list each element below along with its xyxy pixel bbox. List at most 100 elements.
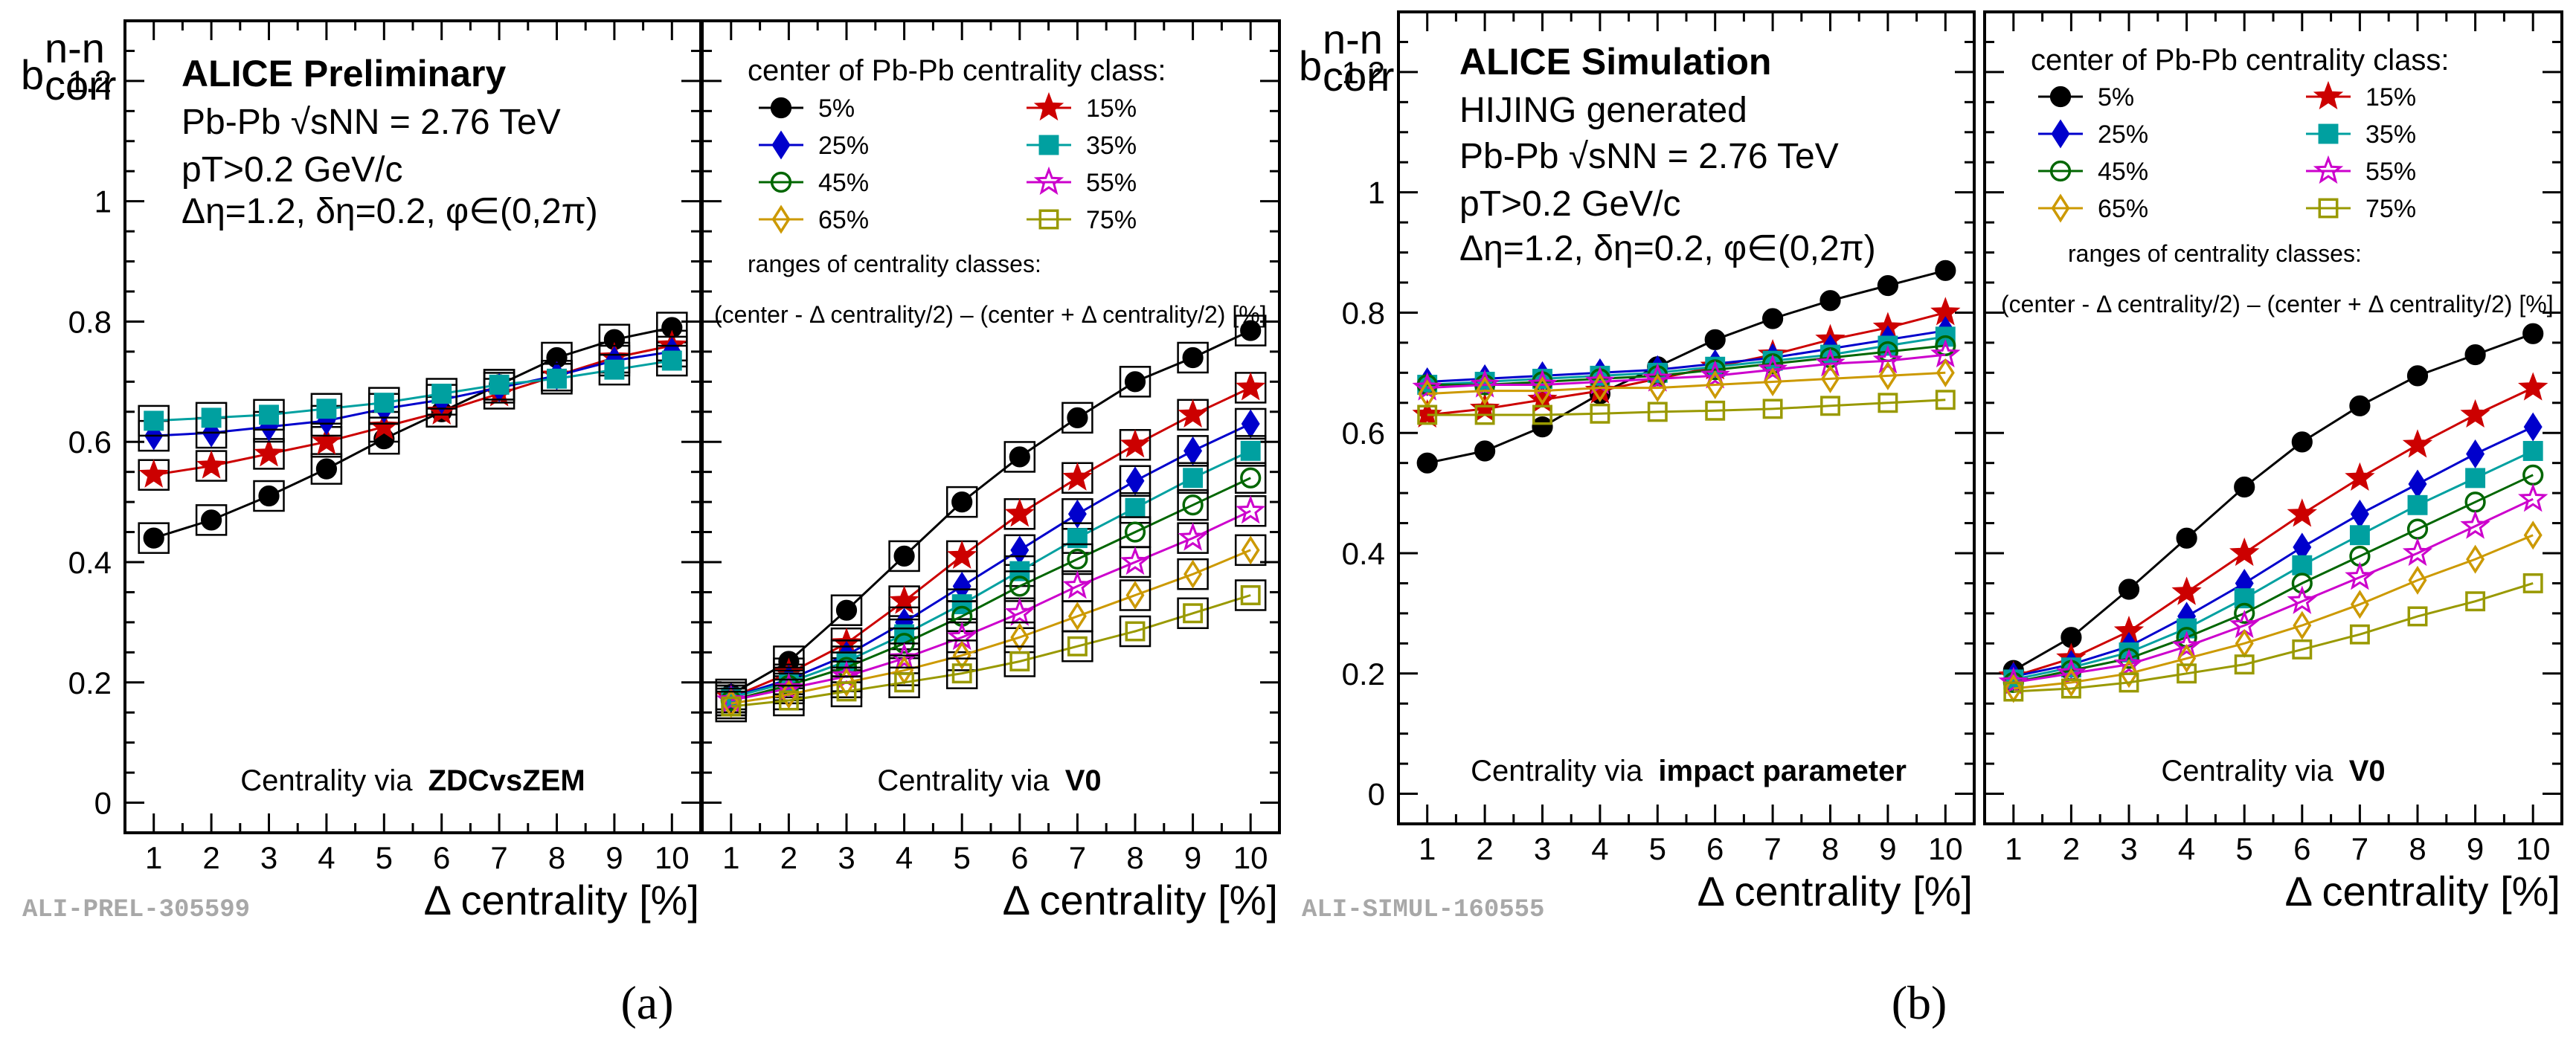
data-point-15pct	[196, 450, 227, 479]
syst-box	[945, 486, 978, 518]
legend-entry-45pct: 45%	[2038, 158, 2148, 186]
alice-tag-b: ALI-SIMUL-160555	[1302, 896, 1544, 924]
data-point-65pct	[1475, 376, 1494, 406]
legend-marker	[2049, 86, 2072, 108]
legend-entry-5pct: 5%	[759, 94, 855, 123]
syst-box	[945, 657, 978, 689]
data-point-15pct	[2460, 399, 2490, 428]
data-point-75pct	[1935, 390, 1956, 410]
data-point-75pct	[2349, 624, 2370, 645]
series-line-55pct	[1427, 353, 1946, 390]
data-point-75pct	[1878, 393, 1898, 413]
legend-label: 15%	[2365, 83, 2416, 112]
data-point-65pct	[1706, 370, 1725, 400]
x-tick-label: 7	[2351, 831, 2368, 866]
y-tick-label: 0.8	[68, 304, 112, 339]
x-tick-label: 7	[1764, 831, 1781, 866]
data-point-5pct	[1532, 416, 1553, 438]
y-tick-label: 1	[1368, 175, 1385, 210]
syst-box	[1177, 597, 1209, 630]
series-line-55pct	[730, 509, 1251, 702]
data-point-5pct	[1416, 452, 1438, 474]
x-tick-label: 10	[655, 840, 690, 875]
ranges-note-b-1: ranges of centrality classes:	[2068, 240, 2362, 267]
panel-a-left: 1 2 3 4 5 6 7 8 9 10 0 0.2 0.4 0.6 0.8 1 1.2	[68, 19, 702, 875]
legend-marker	[2318, 198, 2339, 219]
x-tick-label: 9	[2467, 831, 2484, 866]
ranges-note-a-1: ranges of centrality classes:	[748, 251, 1041, 277]
caption-a: (a)	[620, 976, 673, 1029]
series-line-15pct	[730, 387, 1251, 699]
data-point-25pct	[2466, 439, 2485, 469]
syst-box	[1234, 435, 1267, 467]
data-point-35pct	[316, 399, 337, 419]
syst-box	[1177, 341, 1209, 374]
x-tick-label: 9	[606, 840, 623, 875]
data-point-15pct	[1178, 399, 1208, 428]
y-tick-label: 0.8	[1342, 295, 1385, 330]
y-tick-label: 1.2	[1342, 55, 1385, 90]
syst-box	[656, 344, 688, 377]
data-point-65pct	[837, 668, 856, 697]
legend-entry-75pct: 75%	[1027, 206, 1137, 234]
series-line-15pct	[153, 344, 672, 477]
data-point-5pct	[1009, 446, 1030, 468]
data-point-75pct	[1705, 400, 1726, 421]
syst-box	[1119, 465, 1152, 497]
series-line-25pct	[153, 350, 672, 437]
series-line-35pct	[153, 359, 672, 422]
data-point-35pct	[431, 384, 452, 404]
syst-box	[1177, 558, 1209, 590]
data-point-5pct	[951, 491, 973, 513]
data-point-45pct	[1124, 521, 1146, 543]
data-point-75pct	[1009, 651, 1030, 671]
data-point-65pct	[2061, 668, 2081, 697]
y-tick-label: 0	[94, 786, 112, 821]
syst-box	[1234, 579, 1267, 611]
data-point-35pct	[2292, 555, 2313, 576]
data-point-65pct	[2177, 644, 2197, 674]
data-point-5pct	[1762, 308, 1784, 329]
y-tick-label: 0.4	[1342, 536, 1385, 571]
data-point-75pct	[721, 696, 742, 717]
series-line-75pct	[730, 594, 1251, 708]
data-point-55pct	[2345, 561, 2375, 590]
data-point-45pct	[1240, 467, 1262, 489]
data-point-5pct	[2406, 365, 2429, 387]
data-point-15pct	[2518, 372, 2548, 401]
info-b-2: Pb-Pb √sNN = 2.76 TeV	[1459, 137, 1839, 176]
x-tick-label: 3	[838, 840, 855, 875]
centrality-prefix: Centrality via	[2161, 755, 2334, 787]
data-point-75pct	[1820, 396, 1840, 416]
centrality-bold: V0	[2349, 755, 2386, 787]
data-point-45pct	[2234, 602, 2255, 624]
data-point-75pct	[1647, 402, 1668, 422]
data-point-55pct	[2171, 631, 2202, 660]
x-tick-label: 2	[202, 840, 219, 875]
legend-label: 5%	[2098, 83, 2134, 112]
data-point-75pct	[778, 690, 799, 711]
x-tick-label: 6	[1011, 840, 1028, 875]
data-point-5pct	[2176, 527, 2197, 549]
info-a-2: pT>0.2 GeV/c	[182, 150, 403, 190]
syst-box	[310, 453, 343, 485]
syst-box	[1119, 366, 1152, 398]
data-point-65pct	[2350, 590, 2369, 619]
data-point-5pct	[1474, 440, 1496, 462]
data-point-75pct	[1417, 404, 1438, 425]
series-line-45pct	[2013, 474, 2534, 684]
data-point-5pct	[258, 485, 280, 507]
syst-box	[1061, 630, 1093, 663]
series-line-15pct	[2013, 387, 2534, 678]
y-axis-title-a: b corr n-n	[21, 25, 116, 109]
data-point-5pct	[1819, 290, 1841, 312]
legend-entry-5pct: 5%	[2038, 83, 2134, 112]
data-point-65pct	[2466, 544, 2485, 574]
syst-box	[195, 402, 228, 434]
panel-a-right: 1 2 3 4 5 6 7 8 9 10	[701, 19, 1281, 875]
data-point-55pct	[1236, 495, 1266, 524]
y-tick-label: 0	[1368, 777, 1385, 812]
y-tick-label: 0.6	[68, 425, 112, 460]
data-point-5pct	[1067, 407, 1088, 428]
legend-title-b: center of Pb-Pb centrality class:	[2031, 44, 2449, 77]
